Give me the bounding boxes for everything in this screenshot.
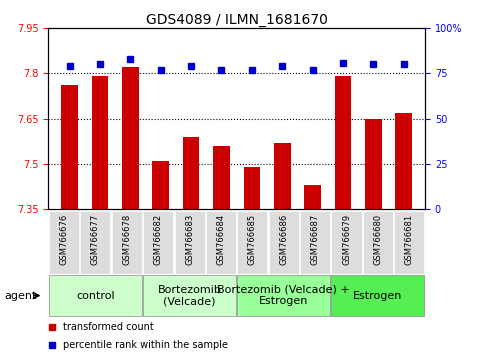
Title: GDS4089 / ILMN_1681670: GDS4089 / ILMN_1681670 — [146, 13, 327, 27]
Bar — [92, 76, 108, 209]
Text: control: control — [76, 291, 114, 301]
Bar — [243, 167, 260, 209]
Bar — [269, 211, 299, 274]
Bar — [213, 146, 230, 209]
Bar — [237, 275, 330, 316]
Text: GSM766687: GSM766687 — [311, 214, 320, 265]
Bar — [365, 119, 382, 209]
Bar — [331, 211, 362, 274]
Bar — [206, 211, 236, 274]
Text: GSM766677: GSM766677 — [91, 214, 100, 265]
Bar — [152, 161, 169, 209]
Text: GSM766685: GSM766685 — [248, 214, 257, 265]
Bar — [394, 211, 425, 274]
Bar — [335, 76, 351, 209]
Bar — [80, 211, 111, 274]
Text: GSM766683: GSM766683 — [185, 214, 194, 265]
Bar — [300, 211, 330, 274]
Bar — [237, 211, 268, 274]
Bar — [304, 185, 321, 209]
Bar — [174, 211, 205, 274]
Text: GSM766681: GSM766681 — [405, 214, 414, 265]
Text: GSM766682: GSM766682 — [154, 214, 163, 265]
Text: agent: agent — [5, 291, 37, 301]
Text: percentile rank within the sample: percentile rank within the sample — [63, 340, 228, 350]
Bar — [143, 211, 173, 274]
Bar — [143, 275, 236, 316]
Bar — [122, 68, 139, 209]
Bar — [49, 275, 142, 316]
Bar — [396, 113, 412, 209]
Bar — [112, 211, 142, 274]
Bar — [49, 211, 79, 274]
Bar — [183, 137, 199, 209]
Bar — [274, 143, 291, 209]
Bar — [331, 275, 425, 316]
Text: GSM766678: GSM766678 — [122, 214, 131, 265]
Text: GSM766679: GSM766679 — [342, 214, 351, 265]
Text: Bortezomib (Velcade) +
Estrogen: Bortezomib (Velcade) + Estrogen — [217, 285, 350, 307]
Text: Bortezomib
(Velcade): Bortezomib (Velcade) — [157, 285, 222, 307]
Bar — [363, 211, 393, 274]
Bar — [61, 86, 78, 209]
Text: GSM766680: GSM766680 — [373, 214, 383, 265]
Text: transformed count: transformed count — [63, 322, 154, 332]
Text: Estrogen: Estrogen — [353, 291, 403, 301]
Text: GSM766684: GSM766684 — [216, 214, 226, 265]
Text: GSM766676: GSM766676 — [59, 214, 69, 265]
Text: GSM766686: GSM766686 — [279, 214, 288, 265]
